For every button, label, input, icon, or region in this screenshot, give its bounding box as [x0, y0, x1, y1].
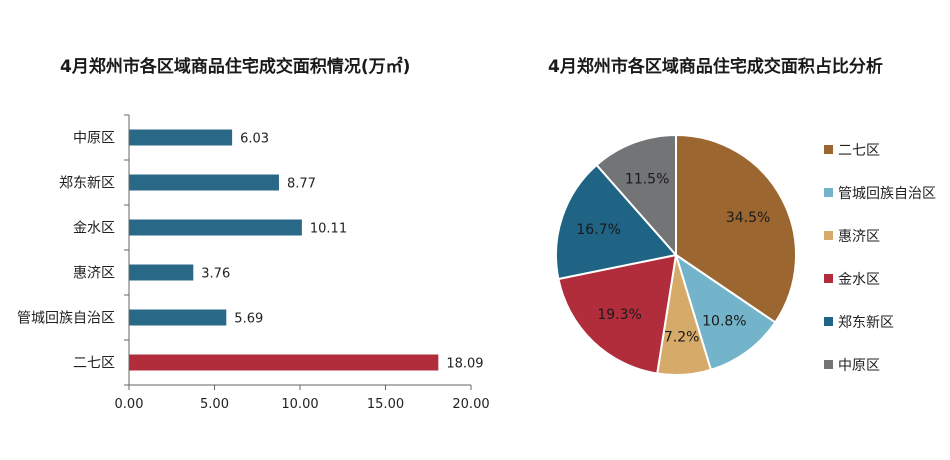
legend-swatch-4	[824, 274, 833, 283]
pie-slice-4	[557, 253, 678, 375]
legend-label-3: 惠济区	[838, 229, 880, 245]
category-label-4: 惠济区	[73, 266, 115, 282]
legend-label-5: 郑东新区	[838, 315, 894, 331]
category-label-5: 管城回族自治区	[17, 311, 115, 327]
pie-slice-2	[674, 252, 777, 372]
pie-chart-title: 4月郑州市各区域商品住宅成交面积占比分析	[548, 57, 883, 77]
pie-label-6: 11.5%	[625, 172, 669, 188]
pie-slice-1	[675, 133, 797, 324]
pie-slice-5	[555, 163, 678, 281]
bar-2	[129, 174, 279, 191]
pie-slice-6	[595, 133, 677, 258]
legend-label-2: 管城回族自治区	[838, 186, 936, 202]
legend-label-1: 二七区	[838, 143, 880, 159]
value-label-1: 6.03	[240, 132, 269, 147]
bar-3	[129, 219, 302, 236]
legend-label-6: 中原区	[838, 358, 880, 374]
legend-swatch-1	[824, 145, 833, 154]
legend-swatch-2	[824, 188, 833, 197]
pie-label-1: 34.5%	[726, 210, 770, 226]
value-label-4: 3.76	[201, 267, 230, 282]
legend-swatch-3	[824, 231, 833, 240]
pie-label-5: 16.7%	[576, 222, 620, 238]
value-label-6: 18.09	[446, 357, 483, 372]
x-tick-label-3: 10.00	[281, 397, 318, 412]
value-label-5: 5.69	[234, 312, 263, 327]
bar-4	[129, 264, 194, 281]
x-tick-label-5: 20.00	[452, 397, 489, 412]
category-label-3: 金水区	[73, 221, 115, 237]
x-tick-label-1: 0.00	[115, 397, 144, 412]
pie-label-3: 7.2%	[664, 329, 700, 345]
bar-1	[129, 129, 233, 146]
legend-swatch-6	[824, 360, 833, 369]
x-tick-label-4: 15.00	[367, 397, 404, 412]
bar-chart-title: 4月郑州市各区域商品住宅成交面积情况(万㎡)	[60, 57, 411, 77]
value-label-3: 10.11	[310, 222, 347, 237]
pie-label-2: 10.8%	[702, 314, 746, 330]
legend-label-4: 金水区	[838, 272, 880, 288]
category-label-2: 郑东新区	[59, 176, 115, 192]
pie-label-4: 19.3%	[597, 307, 641, 323]
bar-6	[129, 354, 439, 371]
value-label-2: 8.77	[287, 177, 316, 192]
x-tick-label-2: 5.00	[200, 397, 229, 412]
legend-swatch-5	[824, 317, 833, 326]
category-label-1: 中原区	[73, 131, 115, 147]
category-label-6: 二七区	[73, 356, 115, 372]
bar-5	[129, 309, 227, 326]
